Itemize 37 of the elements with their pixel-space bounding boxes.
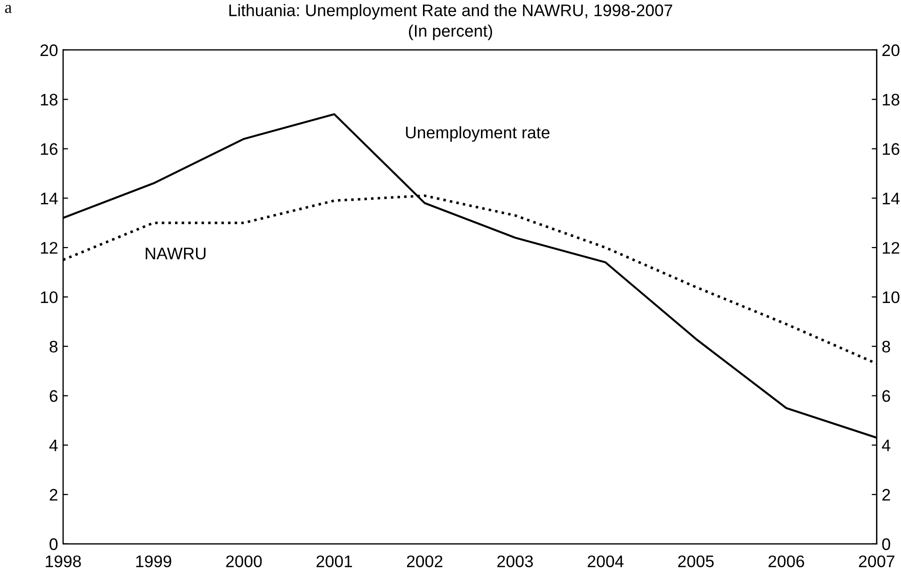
x-tick-label: 2007 (858, 555, 894, 568)
y2-tick-label: 20 (882, 44, 900, 56)
y2-tick-label: 8 (882, 340, 890, 353)
x-tick-label: 2006 (768, 555, 804, 568)
y2-tick-label: 0 (882, 538, 890, 550)
series-label: NAWRU (146, 248, 206, 260)
x-tick-label: 2004 (588, 555, 624, 568)
y-tick-label: 0 (50, 538, 58, 550)
x-tick-label: 2000 (226, 555, 262, 568)
y2-tick-label: 16 (882, 143, 900, 155)
x-tick-label: 1998 (46, 555, 81, 568)
y-tick-label: 20 (40, 44, 58, 56)
y-tick-label: 10 (40, 291, 58, 304)
y-tick-label: 6 (50, 390, 58, 402)
y2-tick-label: 6 (882, 390, 890, 402)
y-tick-label: 14 (40, 192, 58, 204)
y-tick-label: 18 (40, 94, 58, 106)
y2-tick-label: 4 (882, 440, 890, 452)
x-tick-label: 2003 (497, 555, 533, 568)
y-tick-label: 8 (50, 340, 58, 353)
chart-title: Lithuania: Unemployment Rate and the NAWRU, 1998-2007 (229, 4, 672, 20)
series-label: Unemployment rate (406, 126, 550, 142)
y-tick-label: 2 (50, 488, 58, 501)
chart-subtitle: (In percent) (408, 24, 492, 40)
y2-tick-label: 12 (882, 242, 900, 254)
text: a (5, 5, 12, 13)
x-tick-label: 2001 (316, 555, 352, 568)
y2-tick-label: 14 (882, 192, 900, 204)
y2-tick-label: 18 (882, 94, 900, 106)
y2-tick-label: 2 (882, 488, 890, 501)
y-tick-label: 16 (40, 143, 58, 155)
x-tick-label: 2002 (406, 555, 442, 568)
y-tick-label: 4 (49, 440, 58, 452)
x-tick-label: 1999 (136, 555, 172, 568)
x-tick-label: 2005 (678, 555, 714, 568)
y-tick-label: 12 (40, 242, 58, 254)
y2-tick-label: 10 (882, 291, 900, 304)
